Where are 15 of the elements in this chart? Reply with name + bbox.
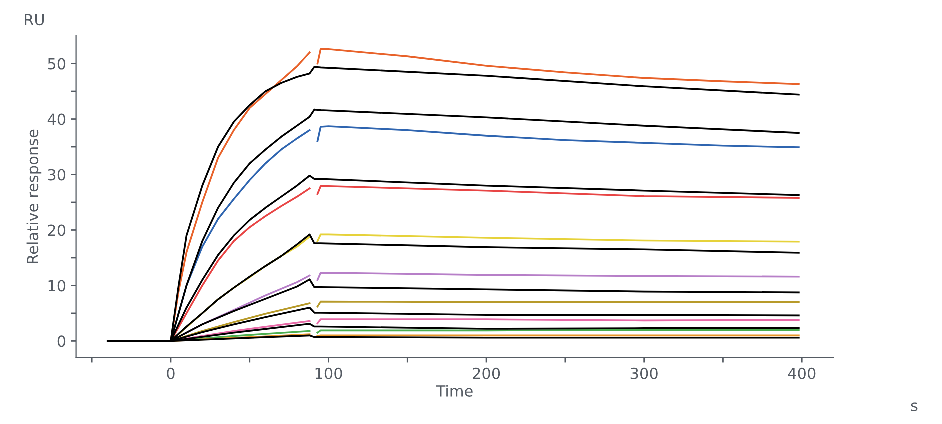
y-axis-title: Relative response (26, 130, 42, 264)
x-tick-label: 400 (788, 368, 816, 380)
x-tick-label: 300 (630, 368, 658, 380)
y-tick-label: 40 (48, 114, 66, 126)
text: RU (25, 14, 44, 26)
x-axis-title: Time (436, 385, 473, 397)
text: s (911, 402, 918, 412)
y-tick-label: 50 (48, 58, 66, 70)
x-tick-label: 0 (167, 368, 175, 380)
y-tick-label: 0 (58, 336, 66, 348)
y-tick-label: 20 (48, 224, 66, 236)
x-tick-label: 200 (473, 368, 500, 380)
y-tick-label: 10 (48, 280, 66, 292)
y-tick-label: 30 (48, 169, 66, 181)
x-tick-label: 100 (316, 368, 342, 380)
